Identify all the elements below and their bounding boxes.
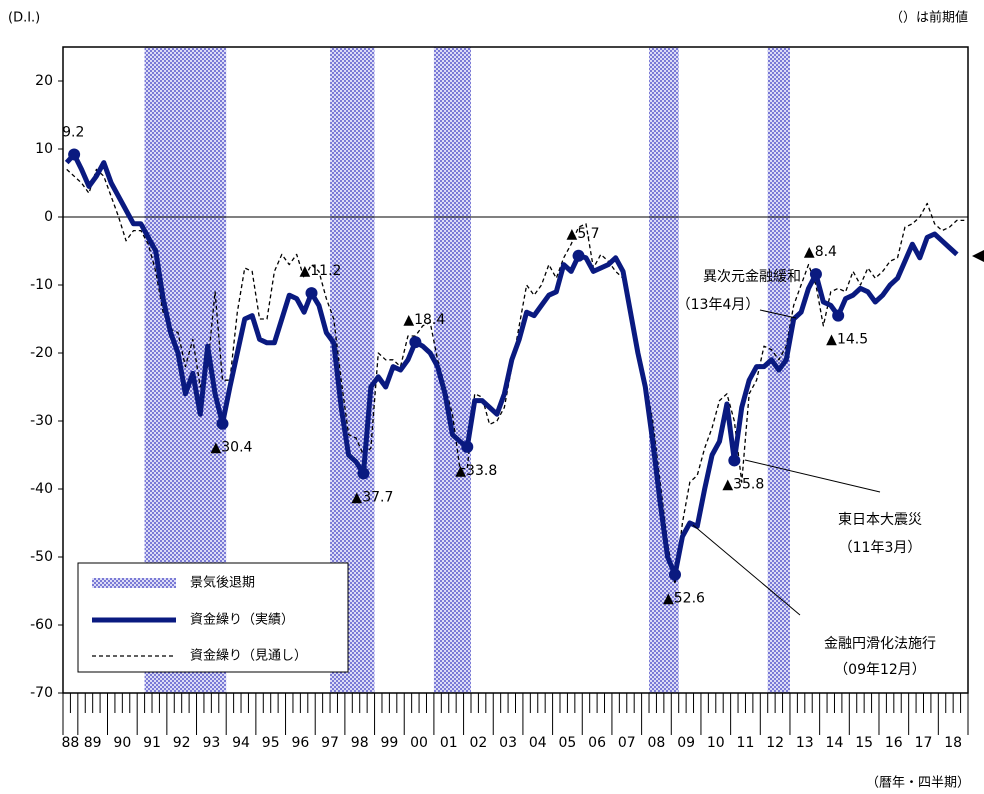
x-tick-label: 99: [380, 735, 398, 751]
x-tick-label: 11: [737, 735, 755, 751]
y-tick-label: 0: [44, 209, 53, 225]
y-tick-label: 10: [35, 141, 53, 157]
data-label: ▲18.4: [403, 312, 445, 328]
point-marker: [216, 417, 229, 430]
x-tick-label: 10: [707, 735, 725, 751]
y-tick-label: -70: [30, 685, 53, 701]
series-line: [64, 151, 959, 578]
data-label: ▲14.5: [826, 332, 868, 348]
recession-band: [649, 47, 679, 693]
point-marker: [809, 268, 822, 281]
x-tick-label: 98: [351, 735, 369, 751]
x-tick-label: 94: [232, 735, 250, 751]
y-tick-label: -20: [30, 345, 53, 361]
callout-line: [759, 309, 797, 319]
x-tick-label: 96: [291, 735, 309, 751]
note: （）は前期値: [890, 10, 968, 26]
x-tick-label: 13: [796, 735, 814, 751]
data-label: ▲5.7: [567, 226, 600, 242]
x-tick-label: 02: [469, 735, 487, 751]
label-layer: 9.2 ▲30.4 ▲11.2 ▲37.7 ▲18.4 ▲33.8 ▲5.7 ▲52.6 ▲35…: [62, 124, 868, 606]
data-label: 9.2: [62, 124, 84, 140]
x-tick-label: 15: [855, 735, 873, 751]
x-tick-label: 18: [944, 735, 962, 751]
axis-layer: 20 10 0 -10 -20 -30 -40 -50 -60 -70 88 89 90 91 92 93 94…: [30, 46, 969, 751]
y-tick-label: -40: [30, 481, 53, 497]
point-marker: [461, 440, 474, 453]
x-tick-label: 91: [143, 735, 161, 751]
x-axis-label: （暦年・四半期）: [866, 776, 970, 791]
x-tick-label: 97: [321, 735, 339, 751]
data-label: ▲33.8: [455, 463, 497, 479]
y-tick-label: -50: [30, 549, 53, 565]
y-tick-label: -60: [30, 617, 53, 633]
callout-line: [744, 459, 881, 493]
legend: 景気後退期 資金繰り（実績） 資金繰り（見通し）: [77, 562, 349, 673]
data-label: ▲8.4: [804, 244, 837, 260]
x-tick-label: 07: [618, 735, 636, 751]
x-tick-label: 89: [84, 735, 102, 751]
x-tick-label: 92: [173, 735, 191, 751]
x-tick-label: 03: [499, 735, 517, 751]
annotation: （09年12月）: [834, 662, 926, 678]
x-tick-label: 01: [440, 735, 458, 751]
point-marker: [832, 309, 845, 322]
legend-swatch: [92, 578, 176, 588]
x-tick-label: 14: [826, 735, 844, 751]
point-marker: [668, 568, 681, 581]
data-label: ▲11.2: [300, 263, 342, 279]
y-tick-label: 20: [35, 73, 53, 89]
legend-label: 資金繰り（実績）: [190, 612, 294, 628]
x-tick-label: 12: [766, 735, 784, 751]
line-layer: [64, 148, 965, 585]
data-label: ▲37.7: [351, 489, 393, 505]
annotation: 東日本大震災: [838, 512, 922, 528]
x-tick-label: 17: [915, 735, 933, 751]
point-marker: [728, 454, 741, 467]
x-tick-label: 06: [588, 735, 606, 751]
x-tick-label: 08: [648, 735, 666, 751]
x-tick-label: 95: [262, 735, 280, 751]
annotation: （11年3月）: [839, 540, 922, 556]
point-marker: [357, 467, 370, 480]
x-tick-label: 09: [677, 735, 695, 751]
y-tick-label: -10: [30, 277, 53, 293]
legend-label: 景気後退期: [190, 575, 255, 591]
point-marker: [305, 287, 318, 300]
callout-line: [692, 524, 801, 616]
point-marker: [572, 249, 585, 262]
point-marker: [409, 336, 422, 349]
annotation: （13年4月）: [677, 297, 760, 313]
data-label: ▲52.6: [663, 591, 705, 607]
x-tick-label: 93: [202, 735, 220, 751]
x-tick-label: 04: [529, 735, 547, 751]
cut-marker: [972, 250, 984, 262]
x-tick-label: 00: [410, 735, 428, 751]
legend-label: 資金繰り（見通し）: [190, 648, 307, 664]
data-label: ▲30.4: [210, 440, 252, 456]
data-label: ▲35.8: [722, 476, 764, 492]
recession-layer: [144, 47, 790, 693]
y-tick-label: -30: [30, 413, 53, 429]
x-tick-label: 88: [62, 735, 80, 751]
y-unit: (D.I.): [8, 11, 40, 26]
annotation: 異次元金融緩和: [703, 269, 801, 285]
annotation: 金融円滑化法施行: [824, 635, 936, 652]
point-marker: [68, 148, 81, 161]
x-tick-label: 16: [885, 735, 903, 751]
x-tick-label: 90: [113, 735, 131, 751]
x-tick-label: 05: [559, 735, 577, 751]
